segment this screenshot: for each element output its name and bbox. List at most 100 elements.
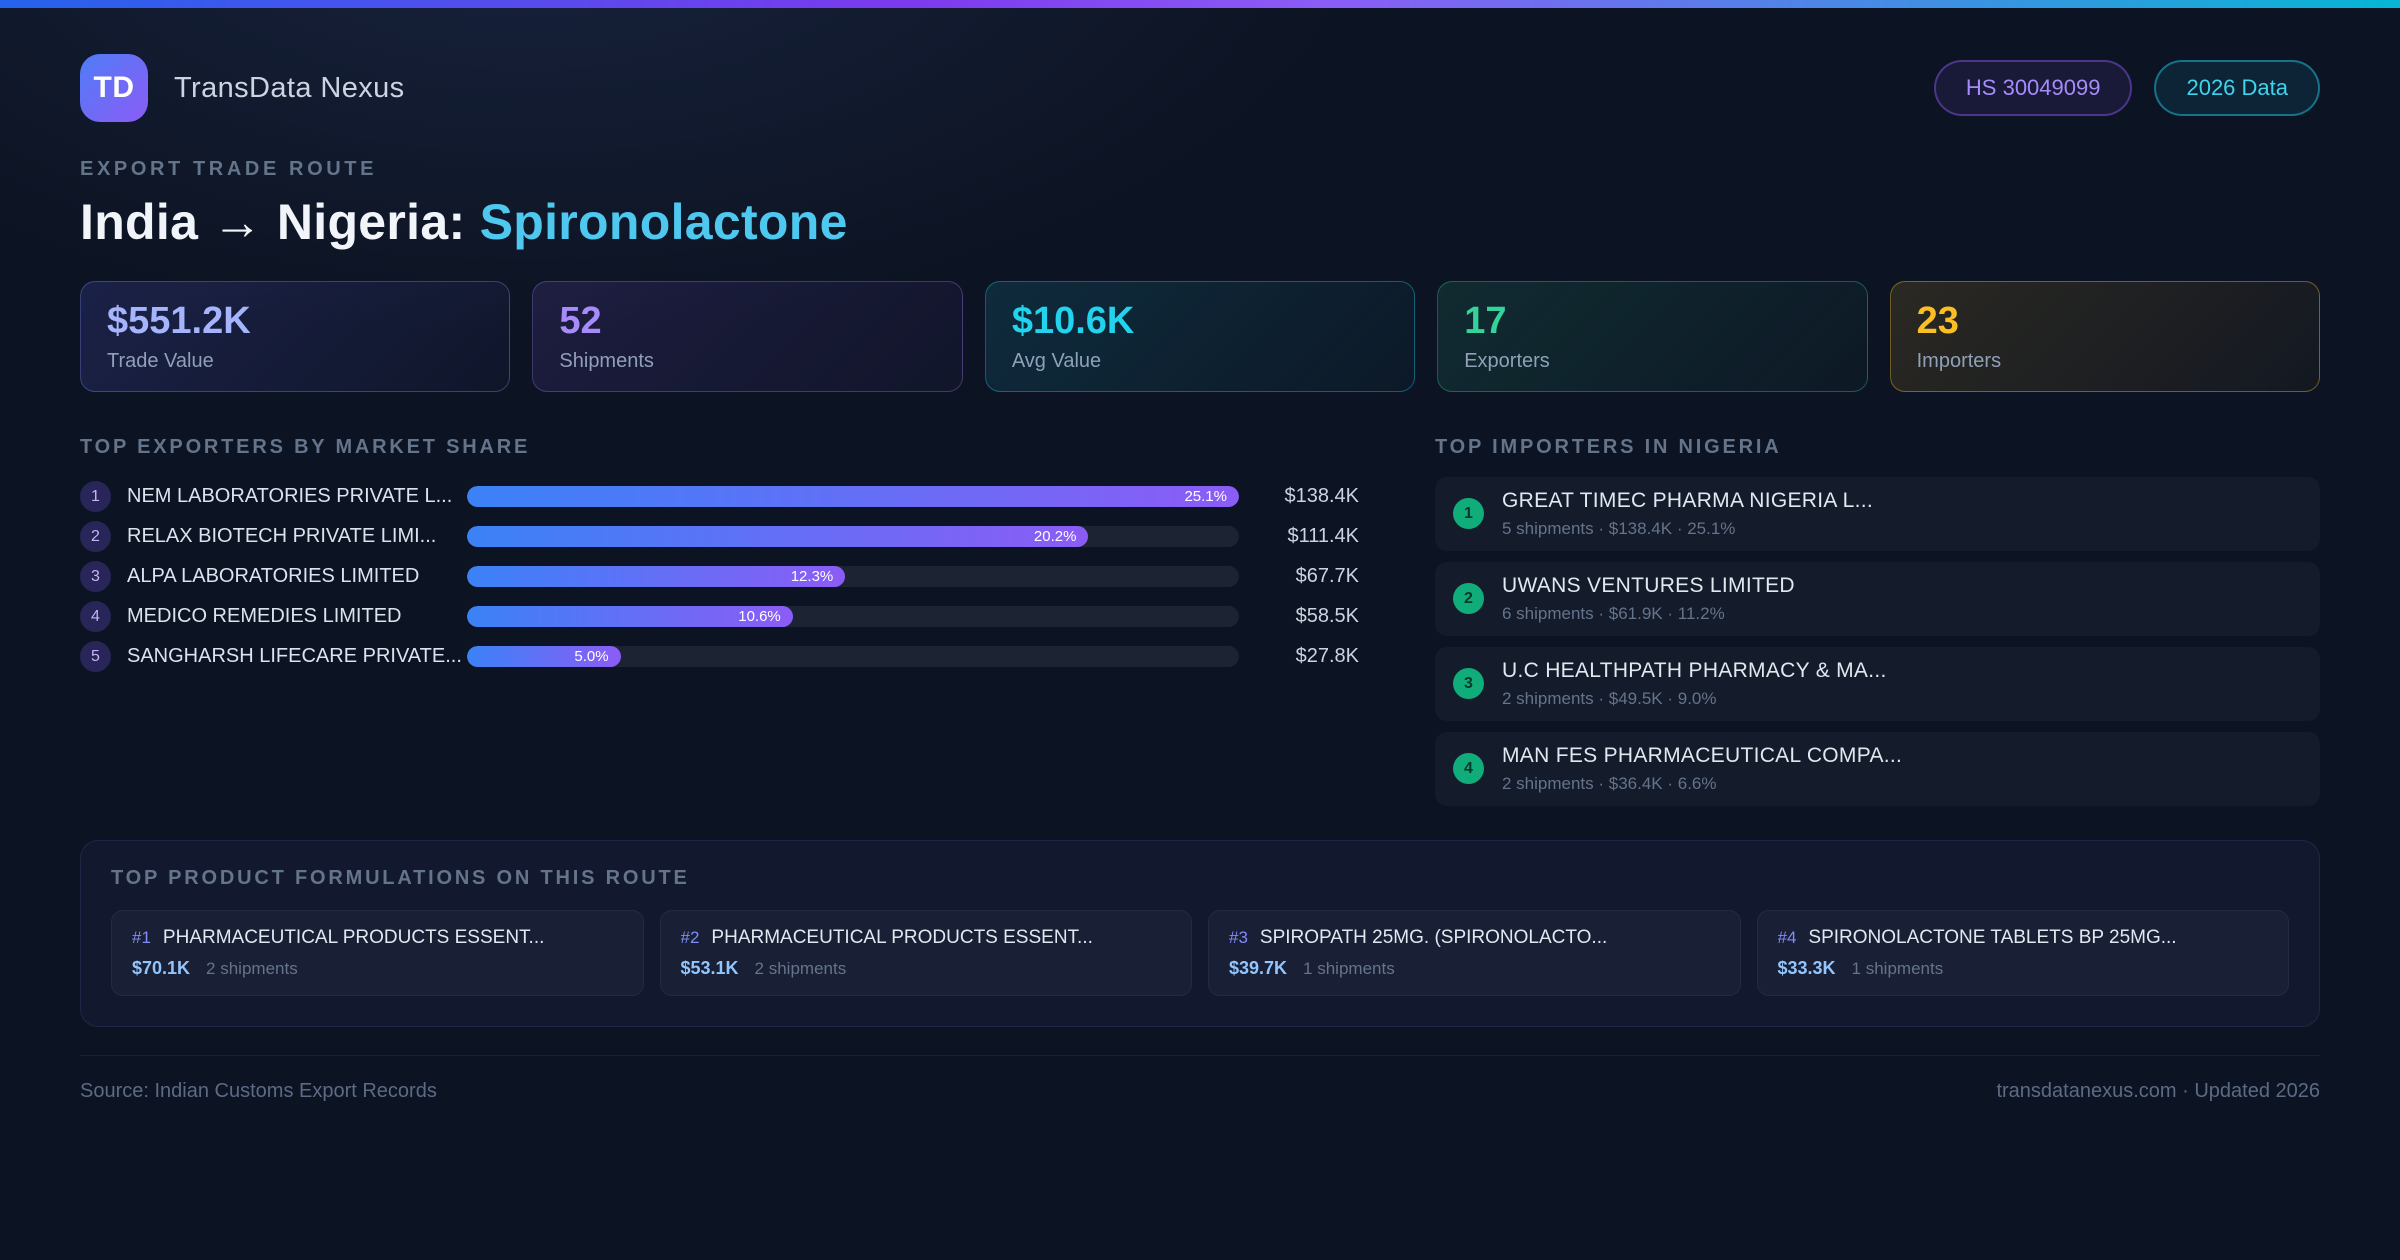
- importer-details: 2 shipments · $49.5K · 9.0%: [1502, 688, 1717, 708]
- exporter-rank-badge: 5: [80, 641, 111, 673]
- product-name: SPIROPATH 25MG. (SPIRONOLACTO...: [1259, 926, 1608, 948]
- products-panel: TOP PRODUCT FORMULATIONS ON THIS ROUTE #…: [80, 839, 2320, 1027]
- importer-info: GREAT TIMEC PHARMA NIGERIA L... 5 shipme…: [1502, 489, 1873, 539]
- main-columns: TOP EXPORTERS BY MARKET SHARE 1 NEM LABO…: [80, 436, 2320, 806]
- stat-label: Trade Value: [107, 349, 214, 372]
- importer-info: UWANS VENTURES LIMITED 6 shipments · $61…: [1502, 574, 1795, 624]
- importer-rank-badge: 1: [1453, 498, 1484, 530]
- footer: Source: Indian Customs Export Records tr…: [80, 1054, 2320, 1103]
- exporter-row[interactable]: 2 RELAX BIOTECH PRIVATE LIMI... 20.2% $1…: [80, 517, 1359, 557]
- exporter-row[interactable]: 4 MEDICO REMEDIES LIMITED 10.6% $58.5K: [80, 597, 1359, 637]
- importer-rank-badge: 2: [1453, 583, 1484, 615]
- product-shipments: 1 shipments: [1303, 958, 1395, 978]
- exporters-section-title: TOP EXPORTERS BY MARKET SHARE: [80, 435, 531, 458]
- product-stats: $39.7K 1 shipments: [1229, 958, 1720, 979]
- exporter-value: $27.8K: [1295, 645, 1359, 668]
- product-cards: #1 PHARMACEUTICAL PRODUCTS ESSENT... $70…: [111, 909, 2289, 996]
- exporters-section: TOP EXPORTERS BY MARKET SHARE 1 NEM LABO…: [80, 436, 1359, 806]
- product-shipments: 1 shipments: [1851, 958, 1944, 978]
- header: TD TransData Nexus HS 30049099 2026 Data: [80, 54, 2320, 122]
- market-share-percent: 10.6%: [738, 608, 781, 626]
- stat-label: Shipments: [559, 349, 654, 372]
- importers-section: TOP IMPORTERS IN NIGERIA 1 GREAT TIMEC P…: [1435, 436, 2320, 806]
- market-share-bar: 25.1%: [467, 486, 1239, 508]
- hs-code-badge[interactable]: HS 30049099: [1933, 59, 2133, 117]
- product-rank: #1: [132, 927, 151, 947]
- stat-card-avg-value: $10.6K Avg Value: [984, 281, 1416, 392]
- market-share-bar-track: 12.3%: [467, 566, 1239, 588]
- footer-meta: transdatanexus.com · Updated 2026: [1996, 1079, 2320, 1102]
- importer-name: UWANS VENTURES LIMITED: [1502, 573, 1795, 597]
- exporter-name: NEM LABORATORIES PRIVATE L...: [127, 485, 453, 508]
- exporter-row[interactable]: 1 NEM LABORATORIES PRIVATE L... 25.1% $1…: [80, 477, 1359, 517]
- importer-details: 2 shipments · $36.4K · 6.6%: [1502, 773, 1717, 793]
- importer-rank-badge: 4: [1453, 753, 1484, 785]
- products-panel-title: TOP PRODUCT FORMULATIONS ON THIS ROUTE: [111, 866, 690, 889]
- importer-row[interactable]: 3 U.C HEALTHPATH PHARMACY & MA... 2 ship…: [1435, 646, 2320, 721]
- importer-details: 5 shipments · $138.4K · 25.1%: [1502, 518, 1736, 538]
- importer-details: 6 shipments · $61.9K · 11.2%: [1502, 603, 1725, 623]
- product-card[interactable]: #3 SPIROPATH 25MG. (SPIRONOLACTO... $39.…: [1208, 909, 1741, 996]
- product-value: $70.1K: [132, 957, 191, 978]
- page-title-route: India → Nigeria:: [80, 194, 480, 250]
- importer-row[interactable]: 2 UWANS VENTURES LIMITED 6 shipments · $…: [1435, 561, 2320, 636]
- product-card[interactable]: #2 PHARMACEUTICAL PRODUCTS ESSENT... $53…: [659, 909, 1192, 996]
- stat-value: $10.6K: [1011, 300, 1135, 342]
- product-rank: #3: [1229, 927, 1248, 947]
- exporter-rank-badge: 4: [80, 601, 111, 633]
- footer-source: Source: Indian Customs Export Records: [80, 1079, 437, 1102]
- importer-name: GREAT TIMEC PHARMA NIGERIA L...: [1502, 488, 1874, 512]
- stat-value: 52: [559, 300, 602, 342]
- product-card[interactable]: #1 PHARMACEUTICAL PRODUCTS ESSENT... $70…: [111, 909, 644, 996]
- exporter-name: SANGHARSH LIFECARE PRIVATE...: [127, 645, 462, 668]
- exporter-name: RELAX BIOTECH PRIVATE LIMI...: [127, 525, 437, 548]
- exporter-rank-badge: 3: [80, 561, 111, 593]
- app-logo[interactable]: TD: [80, 54, 148, 122]
- product-stats: $70.1K 2 shipments: [132, 958, 623, 979]
- product-stats: $53.1K 2 shipments: [681, 958, 1172, 979]
- exporter-value: $58.5K: [1295, 605, 1359, 628]
- importers-list: 1 GREAT TIMEC PHARMA NIGERIA L... 5 ship…: [1435, 476, 2320, 806]
- stat-value: 23: [1916, 300, 1959, 342]
- exporter-rank-badge: 1: [80, 481, 111, 513]
- stat-value: $551.2K: [107, 300, 251, 342]
- product-rank: #4: [1777, 927, 1797, 947]
- stat-label: Exporters: [1464, 349, 1550, 372]
- exporter-row[interactable]: 3 ALPA LABORATORIES LIMITED 12.3% $67.7K: [80, 557, 1359, 597]
- exporter-value: $67.7K: [1295, 565, 1359, 588]
- market-share-bar: 20.2%: [467, 526, 1089, 548]
- product-value: $53.1K: [680, 957, 739, 978]
- market-share-bar-track: 25.1%: [467, 486, 1239, 508]
- exporter-value: $111.4K: [1287, 525, 1359, 548]
- header-badges: HS 30049099 2026 Data: [1933, 59, 2320, 117]
- exporters-list: 1 NEM LABORATORIES PRIVATE L... 25.1% $1…: [80, 477, 1359, 677]
- product-stats: $33.3K 1 shipments: [1778, 958, 2269, 979]
- product-name: PHARMACEUTICAL PRODUCTS ESSENT...: [162, 926, 545, 948]
- product-shipments: 2 shipments: [754, 958, 847, 978]
- importer-info: U.C HEALTHPATH PHARMACY & MA... 2 shipme…: [1502, 659, 1887, 709]
- stat-label: Avg Value: [1011, 349, 1102, 372]
- product-rank: #2: [680, 927, 700, 947]
- data-year-badge[interactable]: 2026 Data: [2154, 59, 2320, 117]
- exporter-row[interactable]: 5 SANGHARSH LIFECARE PRIVATE... 5.0% $27…: [80, 637, 1359, 677]
- market-share-bar: 5.0%: [467, 646, 621, 668]
- importer-row[interactable]: 4 MAN FES PHARMACEUTICAL COMPA... 2 ship…: [1435, 731, 2320, 806]
- market-share-bar: 12.3%: [467, 566, 846, 588]
- app-logo-text: TD: [93, 71, 135, 104]
- app-name: TransData Nexus: [174, 71, 405, 104]
- product-shipments: 2 shipments: [206, 958, 298, 978]
- importer-info: MAN FES PHARMACEUTICAL COMPA... 2 shipme…: [1502, 744, 1902, 794]
- stat-card-importers: 23 Importers: [1889, 281, 2321, 392]
- importer-row[interactable]: 1 GREAT TIMEC PHARMA NIGERIA L... 5 ship…: [1435, 476, 2320, 551]
- market-share-percent: 12.3%: [790, 568, 834, 586]
- stat-card-shipments: 52 Shipments: [532, 281, 963, 392]
- product-name: PHARMACEUTICAL PRODUCTS ESSENT...: [711, 926, 1093, 948]
- page-title: India → Nigeria: Spironolactone: [80, 193, 2320, 251]
- stat-card-exporters: 17 Exporters: [1437, 281, 1868, 392]
- market-share-bar-track: 5.0%: [467, 646, 1239, 668]
- product-card[interactable]: #4 SPIRONOLACTONE TABLETS BP 25MG... $33…: [1756, 909, 2289, 996]
- exporter-value: $138.4K: [1284, 485, 1359, 508]
- stat-card-trade-value: $551.2K Trade Value: [80, 281, 511, 392]
- stats-row: $551.2K Trade Value 52 Shipments $10.6K …: [80, 281, 2321, 392]
